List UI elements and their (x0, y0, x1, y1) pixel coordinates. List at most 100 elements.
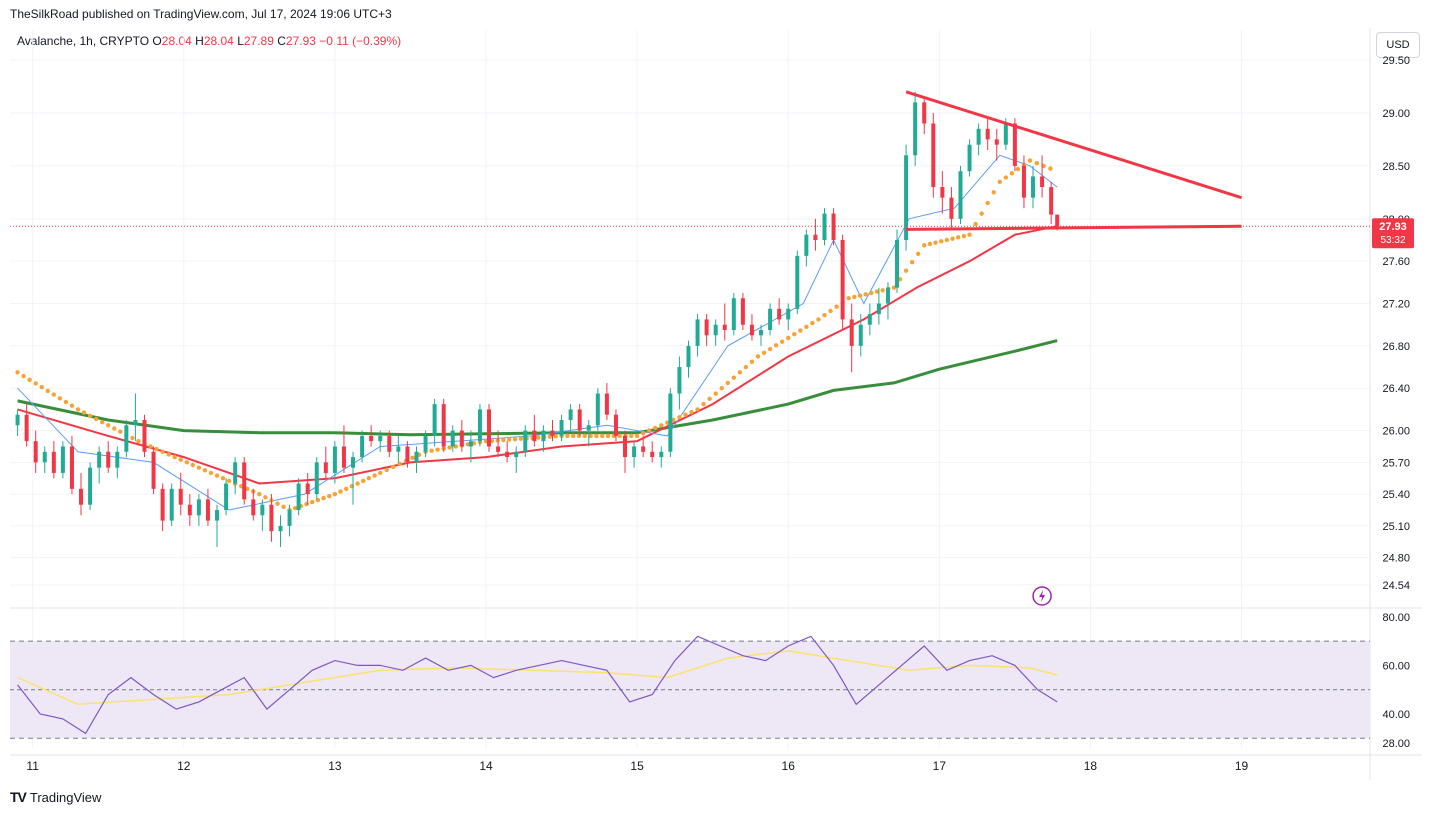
price-tick-label: 27.20 (1382, 299, 1410, 311)
sar-dot (208, 470, 214, 476)
sar-dot (501, 437, 506, 443)
candle-body (106, 451, 111, 468)
candle-body (813, 234, 818, 240)
candle-body (749, 324, 754, 336)
sar-dot (737, 370, 743, 375)
candle-body (858, 324, 863, 346)
sar-dot (594, 433, 599, 439)
sar-dot (45, 388, 50, 394)
sar-dot (275, 501, 280, 506)
sar-dot (166, 452, 171, 457)
sar-dot (985, 200, 990, 206)
time-tick-label: 17 (933, 759, 947, 773)
rsi-tick-label: 28.00 (1382, 738, 1410, 750)
sar-dot (553, 434, 558, 439)
sar-dot (909, 260, 915, 265)
candle-body (414, 451, 419, 463)
sar-dot (600, 433, 605, 439)
sar-dot (798, 328, 803, 333)
candle-body (251, 499, 256, 516)
candle-body (731, 298, 736, 330)
candle-body (913, 102, 918, 156)
symbol-legend: Avalanche, 1h, CRYPTO O28.04 H28.04 L27.… (17, 34, 401, 48)
candle-body (378, 435, 383, 442)
currency-button[interactable]: USD (1376, 32, 1420, 58)
time-tick-label: 18 (1084, 759, 1098, 773)
sar-dot (779, 339, 785, 344)
candle-body (1040, 176, 1045, 188)
price-tick-label: 28.50 (1382, 161, 1410, 173)
candle-body (178, 488, 183, 505)
candle-body (233, 462, 238, 484)
candle-body (1003, 123, 1008, 145)
candle-body (777, 308, 782, 320)
sar-dot (512, 436, 518, 442)
candle-body (713, 324, 718, 336)
sar-dot (27, 377, 32, 382)
sar-dot (605, 433, 611, 439)
candle-body (831, 213, 836, 240)
sar-dot (810, 320, 815, 326)
candle-body (559, 420, 564, 436)
candle-body (541, 430, 546, 442)
sar-dot (136, 438, 141, 444)
sar-dot (378, 470, 383, 476)
sar-dot (816, 317, 821, 322)
sar-dot (178, 457, 183, 462)
rsi-ma-line (17, 650, 1058, 706)
candle-body (360, 435, 365, 458)
price-tick-label: 24.54 (1382, 580, 1410, 592)
symbol-name[interactable]: Avalanche, 1h, CRYPTO (17, 34, 150, 48)
candle-body (24, 414, 29, 442)
sar-dot (172, 454, 177, 460)
sar-dot (869, 290, 874, 296)
candle-body (976, 128, 981, 145)
sar-dot (281, 504, 286, 510)
candle-body (650, 451, 655, 458)
candle-body (677, 367, 682, 394)
sar-dot (786, 335, 791, 341)
sar-dot (743, 364, 749, 370)
sar-dot (410, 455, 415, 461)
candle-body (632, 446, 637, 458)
sar-dot (81, 410, 87, 415)
time-tick-label: 14 (479, 759, 493, 773)
sar-dot (106, 423, 111, 428)
sar-dot (75, 407, 81, 412)
sar-dot (39, 384, 44, 390)
sar-dot (1027, 158, 1033, 163)
candle-body (42, 451, 47, 463)
ma-slow-line (17, 339, 1058, 437)
sar-dot (961, 233, 967, 239)
candle-body (496, 446, 501, 452)
sar-dot (640, 431, 646, 436)
sar-dot (719, 386, 724, 391)
candle-body (940, 187, 945, 198)
sar-dot (857, 293, 863, 298)
sar-dot (310, 499, 315, 505)
sar-dot (160, 449, 165, 454)
sar-dot (518, 436, 524, 441)
candle-body (269, 504, 274, 532)
tradingview-brand[interactable]: TV TradingView (10, 789, 101, 805)
candle-body (985, 128, 990, 140)
sar-dot (852, 294, 857, 300)
sar-dot (435, 447, 440, 452)
sar-dot (361, 478, 366, 484)
open-value: 28.04 (161, 34, 192, 48)
sar-dot (979, 211, 984, 216)
candle-body (60, 446, 65, 473)
candle-body (341, 446, 346, 468)
price-badge-value: 27.93 (1379, 221, 1407, 233)
candle-body (623, 435, 628, 458)
sar-dot (355, 481, 360, 486)
candle-body (867, 314, 872, 325)
sar-dot (226, 478, 232, 484)
candle-body (314, 462, 319, 495)
high-label: H (195, 34, 204, 48)
sar-dot (57, 396, 63, 401)
time-tick-label: 16 (782, 759, 796, 773)
sar-dot (749, 359, 755, 364)
sar-dot (792, 332, 797, 337)
